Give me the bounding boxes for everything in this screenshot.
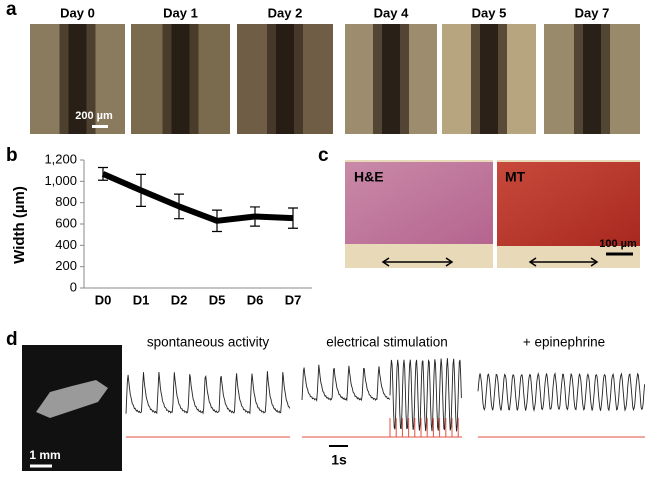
channel-core <box>171 24 190 134</box>
x-tick-label: D5 <box>209 292 226 307</box>
panel-label: d <box>6 329 18 350</box>
trace <box>477 371 646 412</box>
scale-label: 200 µm <box>75 110 113 122</box>
y-tick-label: 1,200 <box>44 151 77 166</box>
condition-label: + epinephrine <box>523 335 605 350</box>
day-label: Day 0 <box>60 5 95 20</box>
x-tick-label: D1 <box>133 292 150 307</box>
scale-label: 100 µm <box>599 238 637 250</box>
day-label: Day 1 <box>163 5 198 20</box>
channel-core <box>480 24 498 134</box>
width-arrows <box>381 257 599 267</box>
scale-label: 1 mm <box>29 448 60 462</box>
day-label: Day 5 <box>472 5 507 20</box>
y-tick-label: 400 <box>55 237 77 252</box>
trace <box>125 371 291 415</box>
error-bar <box>288 207 298 229</box>
panel-label: c <box>318 145 329 166</box>
line <box>101 171 294 224</box>
x-tick-label: D0 <box>95 292 112 307</box>
panel-label: a <box>6 0 17 20</box>
y-tick-label: 600 <box>55 215 77 230</box>
channel-core <box>583 24 601 134</box>
condition-label: spontaneous activity <box>147 335 270 350</box>
day-label: Day 2 <box>268 5 303 20</box>
x-tick-label: D6 <box>247 292 264 307</box>
trace <box>389 358 462 432</box>
day-label: Day 4 <box>374 5 409 20</box>
panel-label: b <box>6 145 18 166</box>
channel-core <box>382 24 400 134</box>
he-tissue <box>345 162 493 244</box>
trace <box>301 364 390 402</box>
y-tick-label: 800 <box>55 194 77 209</box>
y-tick-label: 200 <box>55 258 77 273</box>
y-tick-label: 0 <box>70 279 77 294</box>
y-axis-title: Width (µm) <box>11 186 28 264</box>
time-label: 1s <box>331 452 347 468</box>
channel-core <box>276 24 294 134</box>
channel-core <box>68 24 87 134</box>
stain-label: MT <box>505 169 526 185</box>
scale-bar <box>92 125 108 128</box>
mt-tissue <box>497 162 640 246</box>
condition-label: electrical stimulation <box>326 335 448 350</box>
day-label: Day 7 <box>575 5 610 20</box>
stain-label: H&E <box>354 169 384 185</box>
x-tick-label: D7 <box>285 292 302 307</box>
y-tick-label: 1,000 <box>44 173 77 188</box>
tissue <box>36 380 108 418</box>
x-tick-label: D2 <box>171 292 188 307</box>
